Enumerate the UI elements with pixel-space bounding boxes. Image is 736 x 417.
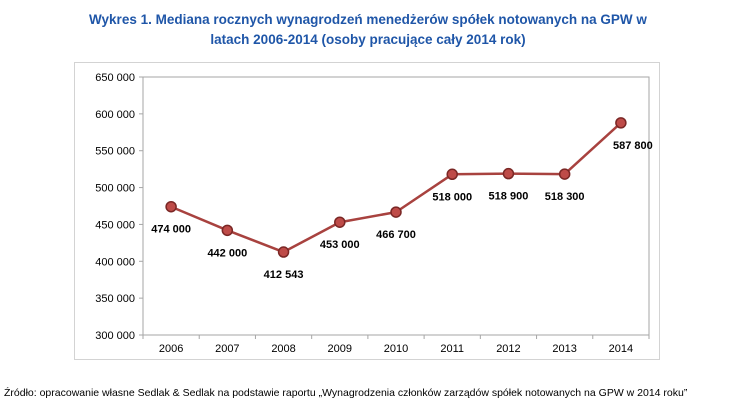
data-point-label: 518 900	[489, 191, 529, 203]
data-point-label: 474 000	[151, 224, 191, 236]
x-axis-tick-label: 2010	[384, 343, 408, 355]
data-point	[502, 167, 515, 180]
source-note: Źródło: opracowanie własne Sedlak & Sedl…	[4, 387, 688, 399]
data-point-label: 466 700	[376, 229, 416, 241]
y-axis-tick-label: 550 000	[95, 146, 135, 158]
data-point	[334, 216, 346, 228]
data-point	[558, 168, 571, 180]
y-axis-tick-label: 400 000	[95, 256, 135, 268]
data-point	[390, 206, 402, 218]
x-axis-tick-label: 2013	[552, 343, 576, 355]
chart-canvas: 650 000 600 000 550 000 500 000 450 000 400 0…	[95, 72, 653, 355]
y-axis-tick-label: 450 000	[95, 219, 135, 231]
data-point-label: 587 800	[613, 140, 653, 152]
x-axis-tick-label: 2007	[215, 343, 239, 355]
data-point	[277, 246, 290, 258]
x-axis-tick-label: 2009	[328, 343, 352, 355]
data-point	[165, 200, 177, 213]
data-point-label: 518 300	[545, 191, 585, 203]
y-axis-tick-label: 300 000	[95, 330, 135, 342]
x-axis-tick-label: 2011	[440, 343, 464, 355]
y-axis-tick-label: 500 000	[95, 183, 135, 195]
x-axis-tick-label: 2006	[159, 343, 183, 355]
x-axis-tick-label: 2008	[271, 343, 295, 355]
data-point-label: 412 543	[264, 269, 304, 281]
y-axis-tick-label: 650 000	[95, 72, 135, 84]
data-point	[615, 117, 627, 129]
data-point-label: 453 000	[320, 239, 360, 251]
x-axis-tick-label: 2014	[609, 343, 633, 355]
chart: 650 000 600 000 550 000 500 000 450 000 400 0…	[74, 62, 660, 360]
data-point-label: 518 000	[432, 191, 472, 203]
y-axis-tick-label: 350 000	[95, 293, 135, 305]
data-point-label: 442 000	[207, 247, 247, 259]
chart-title: Wykres 1. Mediana rocznych wynagrodzeń m…	[89, 12, 647, 48]
data-point	[221, 224, 234, 237]
x-axis-tick-label: 2012	[496, 343, 520, 355]
plot-area	[142, 76, 650, 336]
data-point	[446, 168, 458, 181]
y-axis-tick-label: 600 000	[95, 109, 135, 121]
